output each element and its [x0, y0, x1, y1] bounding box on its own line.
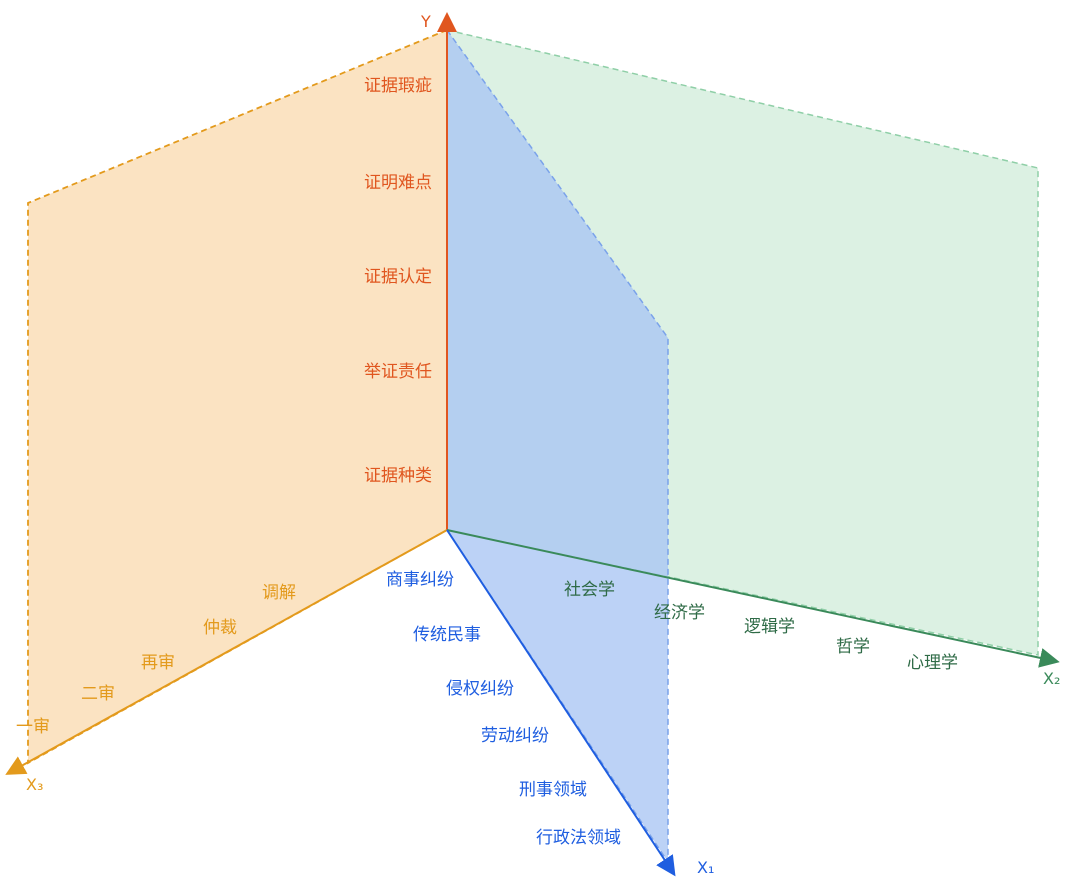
x3-item-label: 二审 [81, 684, 115, 704]
x1-item-label: 商事纠纷 [386, 570, 454, 590]
x1-item-label: 刑事领域 [519, 780, 587, 800]
x3-axis-line [5, 529, 448, 775]
x1-item-label: 传统民事 [413, 625, 481, 645]
y-item-label: 证明难点 [364, 173, 432, 193]
x3-item-label: 调解 [262, 583, 296, 603]
x1-item-label: 劳动纠纷 [481, 726, 549, 746]
x3-item-label: 一审 [16, 717, 50, 737]
x2-item-label: 哲学 [836, 637, 870, 657]
x2-axis-label: X₂ [1043, 669, 1060, 688]
x1-axis-label: X₁ [697, 858, 714, 877]
x3-item-label: 仲裁 [203, 618, 237, 638]
x2-axis-line [446, 529, 1060, 668]
y-axis-label: Y [420, 12, 431, 31]
x1-axis-line [446, 529, 676, 877]
x1-item-label: 侵权纠纷 [446, 679, 514, 699]
x2-item-label: 经济学 [654, 603, 705, 623]
x2-item-label: 社会学 [564, 580, 615, 600]
y-item-label: 证据认定 [364, 267, 432, 287]
x3-item-label: 再审 [141, 653, 175, 673]
x2-item-label: 心理学 [907, 653, 958, 673]
y-item-label: 证据瑕疵 [364, 76, 432, 96]
x1-item-label: 行政法领域 [536, 828, 621, 848]
orange-plane [27, 28, 448, 765]
y-item-label: 证据种类 [364, 466, 432, 486]
x2-item-label: 逻辑学 [744, 617, 795, 637]
y-item-label: 举证责任 [364, 362, 432, 382]
x3-axis-label: X₃ [26, 775, 43, 794]
